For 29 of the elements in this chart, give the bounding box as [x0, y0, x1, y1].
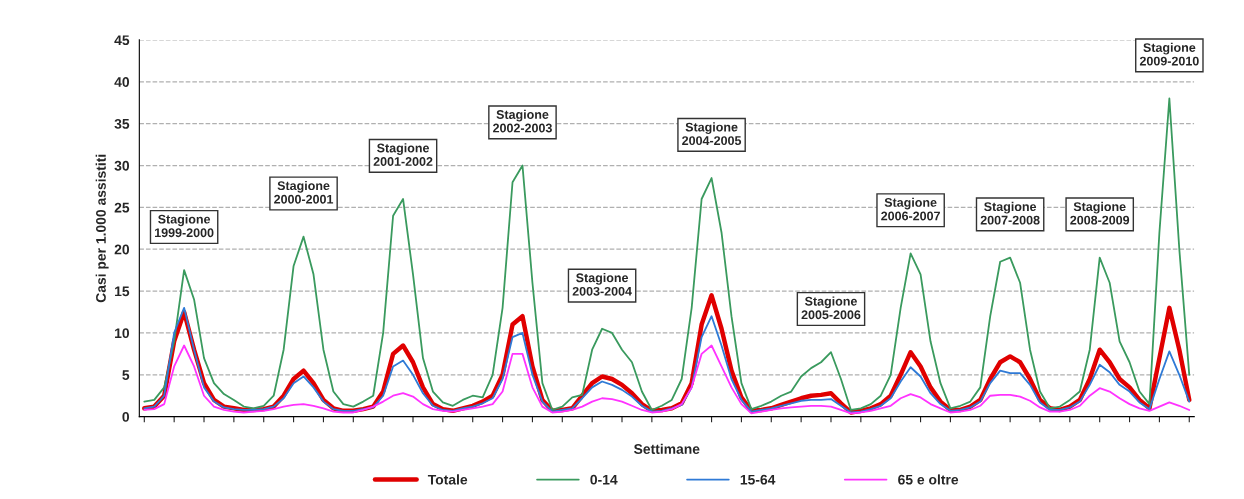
legend-label: 0-14: [590, 474, 618, 485]
y-tick-label: 5: [122, 370, 130, 380]
annotation: Stagione 2001-2002: [373, 143, 433, 166]
y-tick-label: 10: [115, 328, 130, 339]
annotation: Stagione 2009-2010: [1139, 42, 1199, 66]
y-tick-label: 30: [114, 160, 130, 171]
line-series: [143, 344, 1191, 415]
y-tick-label: 25: [114, 202, 130, 213]
annotation: Stagione 2003-2004: [572, 273, 632, 296]
x-axis-title: Settimane: [634, 443, 700, 454]
annotation: Stagione 1999-2000: [155, 214, 214, 238]
annotation: Stagione 2006-2007: [881, 197, 940, 221]
line-series: [143, 97, 1191, 411]
annotation: Stagione 2004-2005: [682, 122, 742, 146]
y-tick-label: 20: [114, 244, 130, 255]
y-axis-title: Casi per 1.000 assistiti: [95, 154, 109, 303]
y-tick-label: 40: [114, 77, 130, 87]
y-tick-label: 35: [114, 118, 130, 129]
annotation: Stagione 2005-2006: [801, 296, 861, 320]
y-tick-label: 0: [122, 412, 130, 422]
legend-label: Totale: [427, 474, 468, 485]
y-tick-label: 15: [115, 286, 130, 297]
legend-label: 15-64: [740, 474, 776, 485]
annotation: Stagione 2000-2001: [274, 180, 334, 204]
annotation: Stagione 2007-2008: [980, 201, 1040, 225]
annotation: Stagione 2002-2003: [493, 109, 552, 133]
legend-label: 65 e oltre: [898, 474, 959, 485]
annotation: Stagione 2008-2009: [1070, 201, 1130, 225]
y-tick-label: 45: [114, 35, 130, 46]
